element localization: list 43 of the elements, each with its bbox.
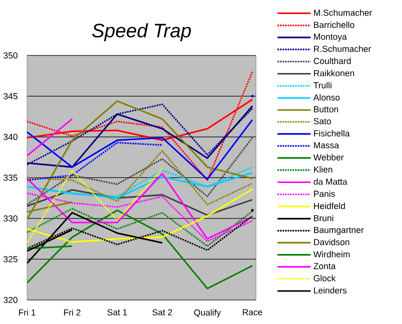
- legend-label: Alonso: [313, 94, 340, 100]
- x-tick-label: Sat 2: [152, 309, 172, 316]
- line-series: [27, 100, 254, 220]
- y-tick-label: 325: [4, 256, 18, 262]
- legend-label: Barrichello: [314, 21, 354, 28]
- y-tick-label: 345: [4, 92, 18, 100]
- x-tick-label: Fri 1: [19, 309, 36, 316]
- legend-label: Leinders: [314, 286, 347, 294]
- line-series: [27, 209, 254, 290]
- line-series: [27, 118, 254, 180]
- legend-label: M.Schumacher: [314, 9, 372, 16]
- legend-label: Massa: [314, 142, 340, 148]
- legend-label: Button: [314, 106, 338, 112]
- y-tick-label: 340: [4, 134, 18, 140]
- legend-label: Panis: [314, 190, 335, 197]
- chart-title: Speed Trap: [92, 23, 191, 42]
- legend-label: Montoya: [314, 34, 347, 42]
- x-tick-label: Fri 2: [64, 309, 80, 316]
- legend-label: Bruni: [314, 214, 334, 222]
- x-tick-label: Qualify: [194, 309, 221, 318]
- legend-label: Zonta: [314, 262, 336, 270]
- legend-label: Fisichella: [314, 130, 350, 136]
- legend-label: Coulthard: [314, 57, 351, 64]
- line-series: [27, 172, 254, 240]
- x-tick-label: Sat 1: [107, 309, 127, 316]
- legend-label: Webber: [313, 154, 344, 160]
- legend-label: R.Schumacher: [314, 45, 371, 52]
- legend-label: da Matta: [314, 178, 348, 185]
- legend-label: Sato: [314, 118, 331, 124]
- legend-label: Raikkonen: [314, 70, 354, 76]
- x-tick-label: Race: [242, 309, 262, 316]
- legend-label: Glock: [314, 274, 336, 282]
- legend-label: Wirdheim: [313, 250, 350, 258]
- legend-label: Baumgartner: [314, 226, 364, 235]
- legend-label: Trulli: [314, 82, 332, 88]
- y-tick-label: 320: [4, 296, 18, 303]
- y-tick-label: 350: [4, 52, 18, 58]
- y-tick-label: 330: [4, 215, 18, 222]
- legend-label: Heidfeld: [314, 202, 345, 209]
- y-tick-label: 335: [4, 174, 18, 181]
- legend-label: Davidson: [314, 238, 350, 246]
- legend-label: Klien: [314, 166, 332, 172]
- line-series: [27, 70, 254, 181]
